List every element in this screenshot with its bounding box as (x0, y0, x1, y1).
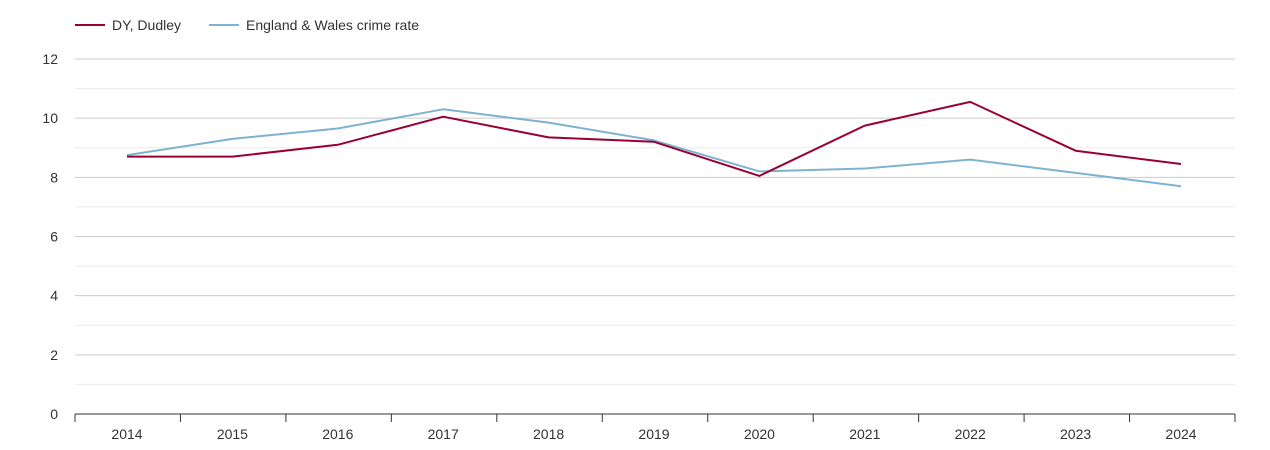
x-tick-label: 2019 (638, 426, 669, 442)
y-tick-label: 10 (42, 110, 58, 126)
legend-item-1[interactable]: DY, Dudley (75, 17, 181, 33)
y-tick-label: 0 (50, 406, 58, 422)
series-group (126, 100, 1182, 188)
axes: 0 2 4 6 8 10 12 2014 2015 2016 2017 2018 2019 2020 202… (42, 51, 1236, 442)
y-tick-label: 2 (50, 347, 58, 363)
y-tick-label: 8 (50, 169, 58, 185)
x-tick-label: 2015 (217, 426, 248, 442)
y-tick-label: 12 (42, 51, 58, 67)
y-tick-label: 6 (50, 229, 58, 245)
x-tick-label: 2016 (322, 426, 353, 442)
x-tick-label: 2017 (428, 426, 459, 442)
x-tick-label: 2022 (955, 426, 986, 442)
legend: DY, Dudley England & Wales crime rate (75, 17, 419, 33)
legend-label: DY, Dudley (112, 17, 181, 33)
series-line-1 (127, 100, 1182, 177)
x-tick-label: 2020 (744, 426, 775, 442)
x-tick-label: 2014 (111, 426, 142, 442)
x-tick-label: 2021 (849, 426, 880, 442)
grid (75, 58, 1235, 385)
y-tick-label: 4 (50, 288, 58, 304)
x-tick-label: 2023 (1060, 426, 1091, 442)
series-line-2 (126, 108, 1182, 188)
x-tick-label: 2018 (533, 426, 564, 442)
x-tick-label: 2024 (1165, 426, 1196, 442)
legend-label: England & Wales crime rate (246, 17, 419, 33)
legend-item-2[interactable]: England & Wales crime rate (209, 17, 419, 33)
